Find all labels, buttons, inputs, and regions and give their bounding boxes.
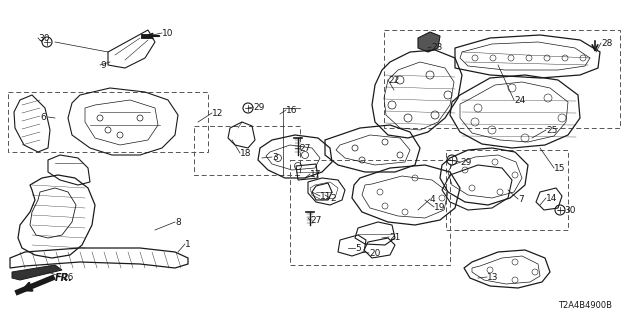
Text: 8: 8 bbox=[175, 218, 180, 227]
Text: 15: 15 bbox=[554, 164, 566, 172]
Text: 9: 9 bbox=[100, 60, 106, 69]
Text: 4: 4 bbox=[430, 195, 436, 204]
Text: 27: 27 bbox=[310, 215, 321, 225]
Text: 24: 24 bbox=[514, 95, 525, 105]
Text: 20: 20 bbox=[369, 249, 380, 258]
Text: 30: 30 bbox=[564, 205, 575, 214]
Text: 19: 19 bbox=[434, 203, 445, 212]
Text: 27: 27 bbox=[299, 143, 310, 153]
Text: 13: 13 bbox=[487, 273, 499, 282]
Text: 25: 25 bbox=[546, 125, 557, 134]
Text: 26: 26 bbox=[62, 273, 74, 282]
Text: 5: 5 bbox=[355, 244, 361, 252]
Polygon shape bbox=[12, 265, 62, 280]
Text: 2: 2 bbox=[330, 194, 335, 203]
Text: 1: 1 bbox=[185, 239, 191, 249]
Text: 21: 21 bbox=[389, 233, 401, 242]
Text: 6: 6 bbox=[40, 113, 45, 122]
Text: 17: 17 bbox=[310, 170, 321, 179]
Text: 3: 3 bbox=[272, 153, 278, 162]
Text: 29: 29 bbox=[253, 102, 264, 111]
Text: 29: 29 bbox=[460, 157, 472, 166]
Text: 7: 7 bbox=[518, 195, 524, 204]
Text: 14: 14 bbox=[546, 194, 557, 203]
Text: 18: 18 bbox=[240, 148, 252, 157]
Text: 10: 10 bbox=[162, 28, 173, 37]
Text: 12: 12 bbox=[212, 108, 223, 117]
Text: 28: 28 bbox=[601, 38, 612, 47]
Text: 11: 11 bbox=[320, 191, 332, 201]
Text: 23: 23 bbox=[431, 43, 442, 52]
Text: 22: 22 bbox=[388, 76, 399, 84]
Text: 16: 16 bbox=[286, 106, 298, 115]
Text: 30: 30 bbox=[38, 34, 49, 43]
Polygon shape bbox=[418, 32, 440, 52]
Text: FR.: FR. bbox=[55, 273, 73, 283]
Text: T2A4B4900B: T2A4B4900B bbox=[558, 301, 612, 310]
